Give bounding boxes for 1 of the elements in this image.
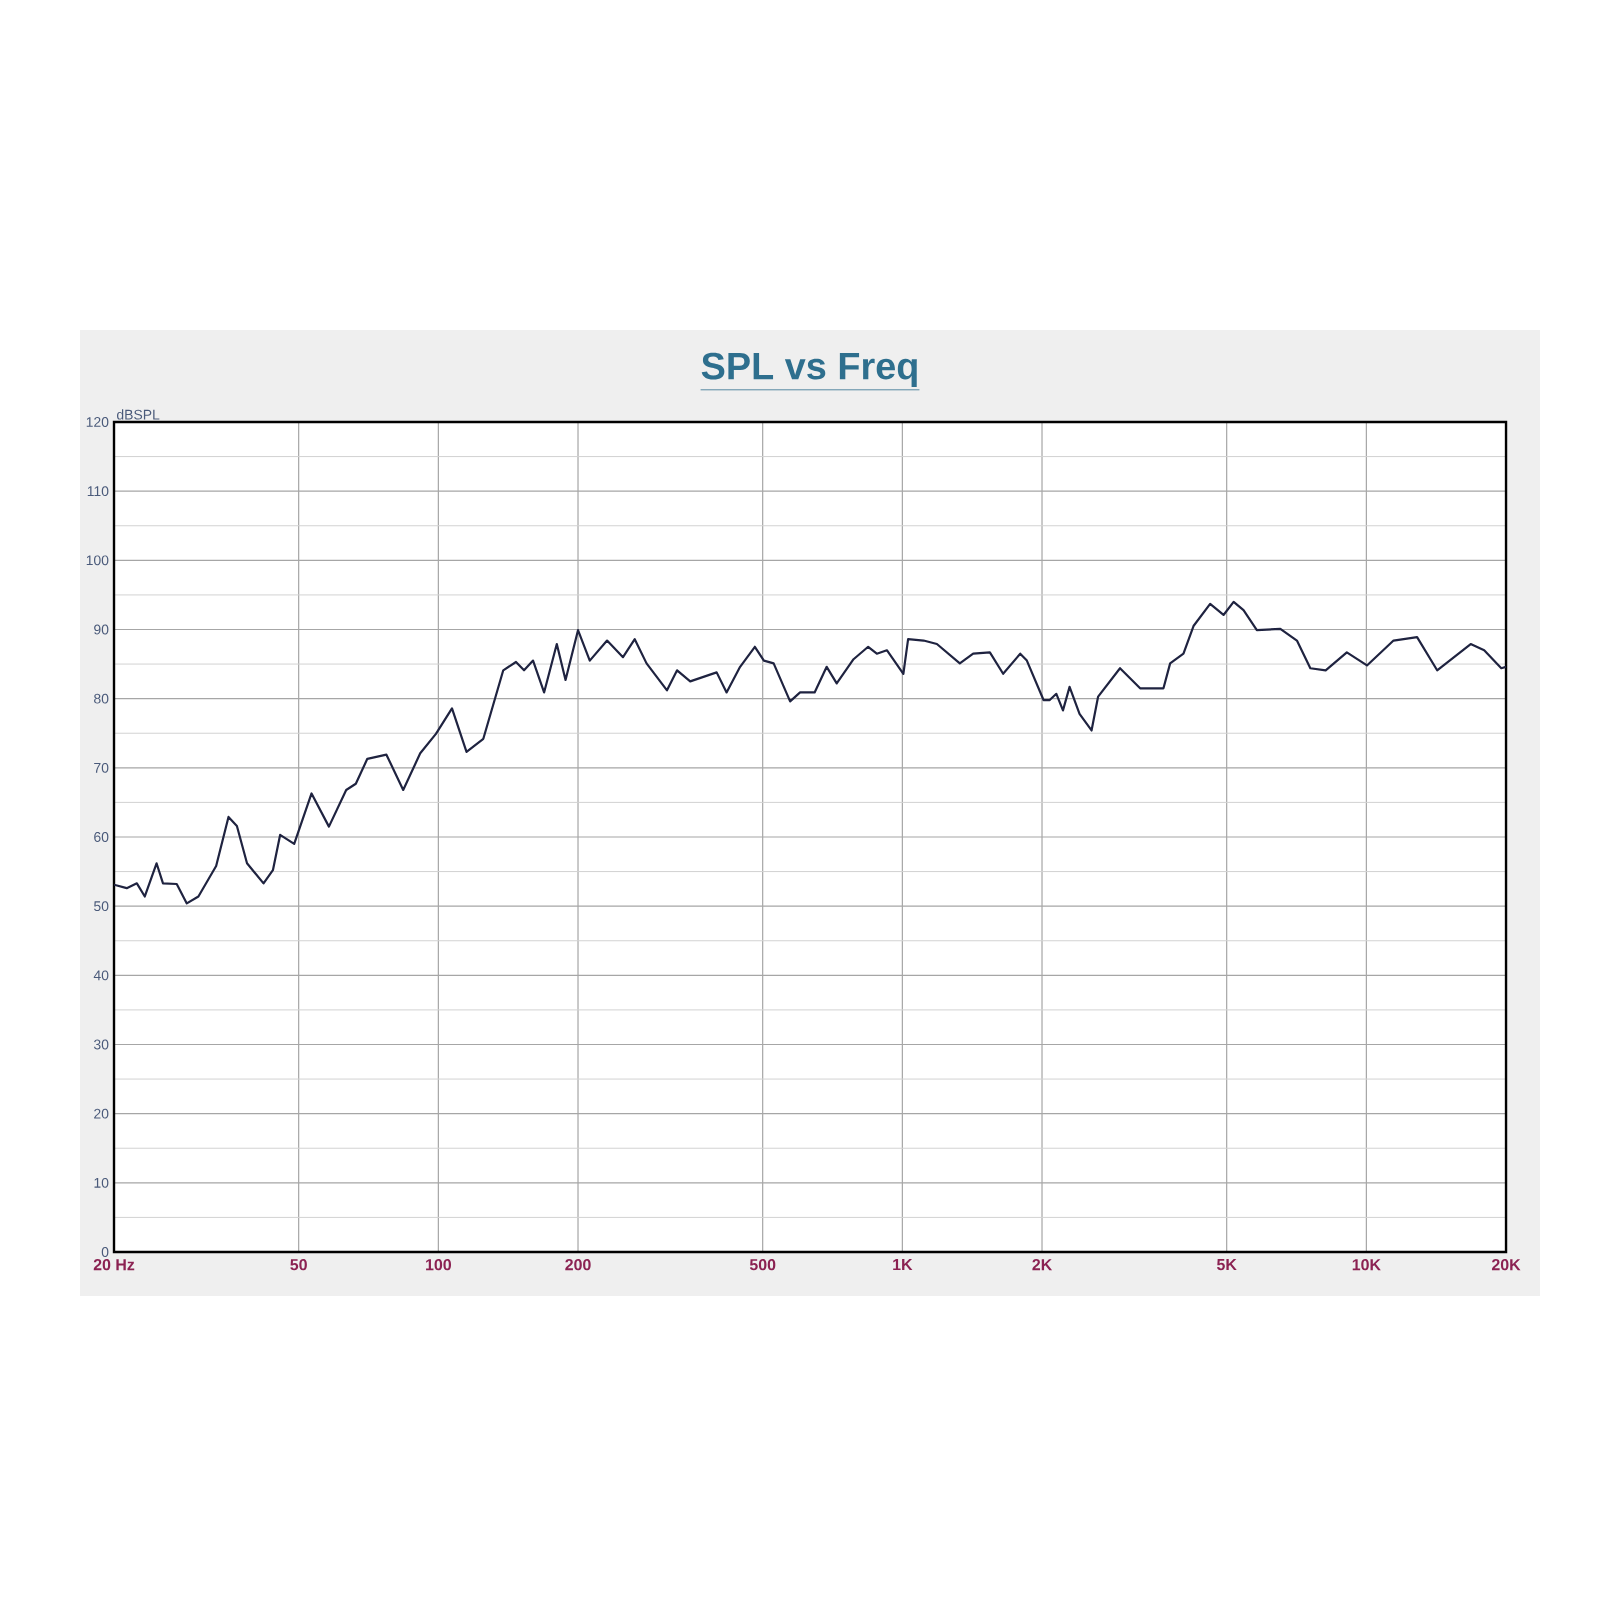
chart-title: SPL vs Freq	[701, 352, 917, 387]
